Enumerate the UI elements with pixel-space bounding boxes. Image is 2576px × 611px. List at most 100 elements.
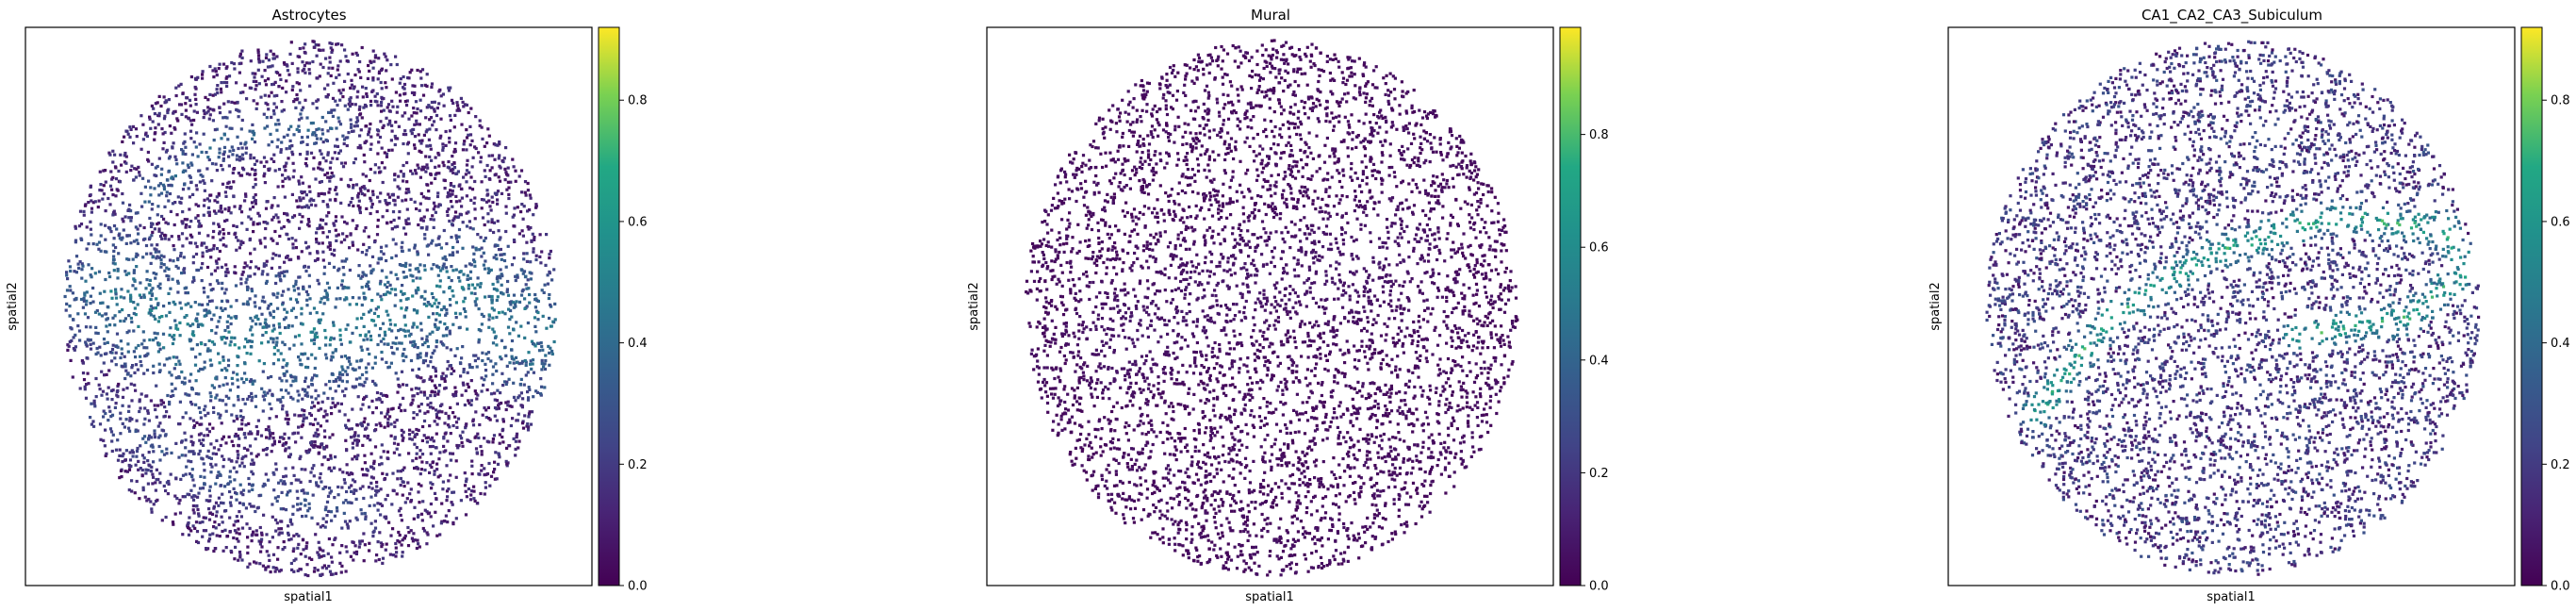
scatter-point [83, 385, 87, 388]
scatter-point [189, 129, 193, 133]
scatter-point [240, 49, 244, 53]
scatter-point [358, 539, 362, 543]
scatter-point [112, 223, 117, 228]
scatter-point [299, 502, 303, 505]
scatter-point [541, 314, 545, 318]
scatter-point [287, 288, 290, 291]
scatter-point [472, 201, 476, 206]
scatter-point [381, 125, 385, 129]
scatter-point [420, 438, 424, 442]
scatter-point [303, 63, 306, 68]
scatter-point [167, 169, 172, 173]
scatter-point [183, 315, 187, 320]
scatter-point [284, 164, 287, 168]
scatter-point [396, 185, 400, 189]
scatter-point [393, 288, 397, 291]
scatter-point [396, 390, 400, 394]
scatter-point [262, 513, 266, 517]
scatter-point [320, 168, 324, 172]
scatter-point [533, 324, 537, 328]
scatter-point [230, 413, 234, 417]
scatter-point [220, 81, 223, 85]
scatter-point [425, 461, 429, 465]
scatter-point [195, 131, 199, 135]
scatter-point [302, 417, 305, 421]
scatter-point [127, 488, 131, 492]
scatter-point [340, 486, 344, 489]
scatter-point [354, 497, 358, 501]
scatter-point [218, 472, 222, 476]
scatter-point [339, 201, 343, 205]
scatter-point [186, 492, 189, 496]
scatter-point [166, 110, 170, 115]
scatter-point [252, 504, 255, 508]
scatter-point [84, 279, 88, 283]
scatter-point [228, 343, 232, 347]
scatter-point [504, 205, 508, 208]
scatter-point [402, 485, 406, 488]
scatter-point [290, 61, 294, 65]
scatter-point [473, 260, 477, 264]
scatter-point [282, 507, 286, 511]
scatter-point [315, 240, 319, 244]
scatter-point [412, 517, 416, 520]
scatter-point [217, 156, 221, 159]
scatter-point [180, 440, 184, 444]
scatter-point [358, 208, 362, 212]
scatter-point [230, 439, 234, 443]
scatter-point [176, 327, 180, 331]
scatter-point [297, 542, 301, 546]
scatter-point [277, 272, 281, 276]
scatter-point [394, 546, 398, 550]
scatter-point [452, 125, 456, 129]
scatter-point [221, 438, 224, 441]
scatter-point [376, 224, 380, 228]
scatter-point [464, 309, 468, 313]
scatter-point [285, 161, 288, 165]
scatter-point [394, 336, 399, 339]
scatter-point [338, 297, 342, 301]
scatter-point [429, 502, 433, 506]
scatter-point [193, 526, 197, 530]
scatter-point [467, 399, 470, 403]
scatter-point [89, 227, 92, 231]
scatter-point [168, 333, 172, 337]
scatter-point [290, 150, 294, 154]
scatter-point [65, 289, 70, 292]
scatter-point [512, 361, 516, 365]
scatter-point [540, 289, 544, 292]
scatter-point [341, 232, 345, 236]
scatter-point [239, 127, 243, 131]
scatter-point [500, 435, 504, 439]
scatter-point [429, 438, 433, 441]
scatter-point [220, 163, 223, 168]
scatter-point [189, 137, 193, 140]
scatter-point [526, 278, 530, 282]
scatter-point [425, 335, 429, 339]
scatter-point [246, 551, 250, 555]
scatter-point [312, 445, 316, 449]
scatter-point [271, 82, 276, 86]
scatter-point [521, 420, 525, 423]
scatter-point [418, 123, 421, 126]
scatter-point [390, 192, 394, 197]
scatter-point [326, 245, 330, 249]
scatter-point [129, 316, 133, 321]
scatter-point [240, 166, 245, 170]
scatter-point [379, 392, 383, 396]
scatter-point [317, 553, 320, 556]
scatter-point [465, 169, 469, 173]
scatter-point [520, 361, 524, 365]
scatter-point [425, 208, 429, 212]
scatter-point [110, 359, 114, 363]
scatter-point [197, 406, 201, 410]
scatter-point [284, 467, 287, 471]
scatter-point [330, 560, 334, 564]
scatter-point [405, 180, 409, 184]
scatter-point [495, 369, 499, 373]
scatter-point [321, 549, 325, 553]
scatter-point [494, 362, 498, 366]
scatter-point [516, 273, 519, 277]
scatter-point [321, 250, 325, 254]
scatter-point [358, 210, 362, 215]
